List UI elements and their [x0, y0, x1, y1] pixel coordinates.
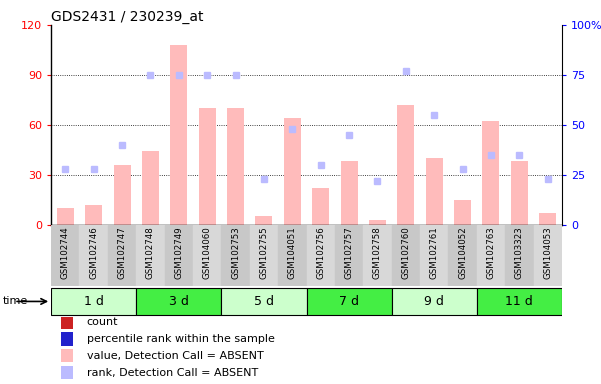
Text: GDS2431 / 230239_at: GDS2431 / 230239_at: [51, 10, 204, 24]
Text: percentile rank within the sample: percentile rank within the sample: [87, 334, 275, 344]
Bar: [108, 225, 136, 286]
Bar: [61, 332, 73, 346]
Bar: [363, 225, 392, 286]
Text: GSM102753: GSM102753: [231, 227, 240, 279]
Text: GSM104053: GSM104053: [543, 227, 552, 279]
Text: GSM102744: GSM102744: [61, 227, 70, 279]
Bar: [221, 288, 307, 315]
Text: GSM102760: GSM102760: [401, 227, 410, 279]
Bar: [193, 225, 221, 286]
Text: GSM104060: GSM104060: [203, 227, 212, 279]
Bar: [51, 225, 79, 286]
Bar: [483, 121, 499, 225]
Text: rank, Detection Call = ABSENT: rank, Detection Call = ABSENT: [87, 367, 258, 377]
Bar: [307, 288, 392, 315]
Text: GSM102749: GSM102749: [174, 227, 183, 279]
Bar: [369, 220, 386, 225]
Text: time: time: [3, 296, 28, 306]
Text: GSM102747: GSM102747: [118, 227, 127, 279]
Bar: [335, 225, 363, 286]
Text: 7 d: 7 d: [339, 295, 359, 308]
Bar: [426, 158, 443, 225]
Bar: [85, 205, 102, 225]
Bar: [312, 188, 329, 225]
Bar: [142, 151, 159, 225]
Text: GSM102756: GSM102756: [316, 227, 325, 279]
Bar: [539, 213, 557, 225]
Bar: [454, 200, 471, 225]
Bar: [136, 288, 221, 315]
Bar: [392, 288, 477, 315]
Bar: [477, 288, 562, 315]
Text: 3 d: 3 d: [169, 295, 189, 308]
Text: GSM102761: GSM102761: [430, 227, 439, 279]
Bar: [61, 316, 73, 329]
Bar: [51, 288, 136, 315]
Bar: [165, 225, 193, 286]
Text: 9 d: 9 d: [424, 295, 444, 308]
Text: GSM103323: GSM103323: [515, 227, 524, 279]
Text: GSM102757: GSM102757: [344, 227, 353, 279]
Bar: [511, 161, 528, 225]
Bar: [505, 225, 534, 286]
Text: count: count: [87, 317, 118, 327]
Bar: [278, 225, 307, 286]
Bar: [341, 161, 358, 225]
Text: 11 d: 11 d: [505, 295, 533, 308]
Bar: [534, 225, 562, 286]
Text: GSM104051: GSM104051: [288, 227, 297, 279]
Bar: [61, 366, 73, 379]
Bar: [227, 108, 244, 225]
Bar: [255, 216, 272, 225]
Bar: [397, 105, 414, 225]
Bar: [392, 225, 420, 286]
Bar: [250, 225, 278, 286]
Bar: [199, 108, 216, 225]
Text: GSM104052: GSM104052: [458, 227, 467, 279]
Bar: [79, 225, 108, 286]
Bar: [61, 349, 73, 362]
Text: GSM102748: GSM102748: [146, 227, 155, 279]
Bar: [420, 225, 448, 286]
Text: 5 d: 5 d: [254, 295, 274, 308]
Bar: [170, 45, 188, 225]
Text: GSM102758: GSM102758: [373, 227, 382, 279]
Text: value, Detection Call = ABSENT: value, Detection Call = ABSENT: [87, 351, 264, 361]
Bar: [221, 225, 250, 286]
Bar: [477, 225, 505, 286]
Bar: [307, 225, 335, 286]
Bar: [114, 165, 130, 225]
Bar: [448, 225, 477, 286]
Text: GSM102763: GSM102763: [486, 227, 495, 279]
Text: 1 d: 1 d: [84, 295, 103, 308]
Text: GSM102746: GSM102746: [89, 227, 98, 279]
Text: GSM102755: GSM102755: [260, 227, 269, 279]
Bar: [56, 208, 74, 225]
Bar: [284, 118, 301, 225]
Bar: [136, 225, 165, 286]
